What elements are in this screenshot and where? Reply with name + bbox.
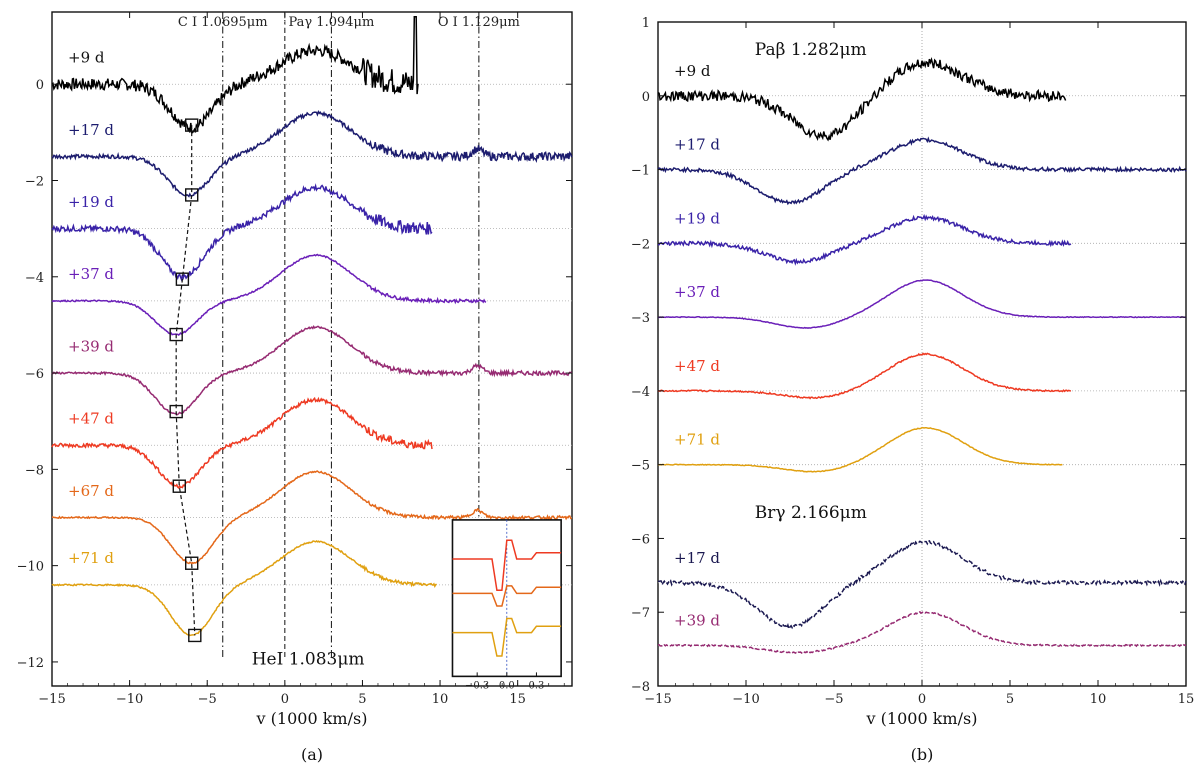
inset-line [452, 585, 562, 607]
spectrum-line-6[interactable] [658, 540, 1187, 631]
y-tick-label: −8 [25, 463, 44, 478]
series-label: +17 d [674, 549, 720, 567]
x-axis-label: v (1000 km/s) [866, 709, 978, 728]
series-label: +37 d [68, 265, 114, 283]
y-tick-label: −4 [631, 385, 650, 400]
y-tick-label: −2 [631, 237, 650, 252]
spectrum-line-5[interactable] [51, 396, 433, 490]
minimum-marker [169, 327, 183, 342]
series-label: +17 d [674, 136, 720, 154]
inset-tick-label: −0.3 [465, 680, 489, 691]
group-label: Paβ 1.282μm [755, 40, 867, 60]
y-tick-label: −1 [631, 164, 650, 179]
y-tick-label: −12 [17, 656, 44, 671]
series-label: +47 d [68, 410, 114, 428]
y-tick-label: 1 [642, 16, 650, 31]
series-label: +37 d [674, 283, 720, 301]
series-label: +71 d [68, 549, 114, 567]
inset-line [452, 617, 562, 657]
series-label: +19 d [674, 209, 720, 227]
spectrum-line-7[interactable] [51, 539, 437, 637]
minimum-marker [172, 479, 186, 493]
x-tick-label: 15 [509, 692, 526, 707]
spectrum-line-3[interactable] [657, 279, 1187, 330]
spectrum-line-6[interactable] [51, 470, 572, 565]
panel-a: C I 1.0695μm Paγ 1.094μm O I 1.129μm +9 d +1… [17, 11, 573, 764]
y-tick-label: −4 [25, 271, 44, 286]
series-label: +39 d [674, 612, 720, 630]
y-tick-label: −7 [631, 606, 650, 621]
minimum-marker [169, 404, 183, 419]
inset-tick-label: 0.0 [499, 680, 515, 691]
minimum-marker [185, 188, 199, 202]
spectrum-line-2[interactable] [657, 213, 1072, 266]
series-label: +9 d [674, 62, 711, 80]
y-tick-label: 0 [36, 78, 44, 93]
spectrum-line-4[interactable] [657, 352, 1072, 400]
series-label: +67 d [68, 482, 114, 500]
y-tick-label: −5 [631, 459, 650, 474]
series-label: +47 d [674, 357, 720, 375]
x-tick-label: 10 [432, 692, 449, 707]
plot-frame [51, 11, 573, 687]
spectrum-line-0[interactable] [51, 16, 419, 134]
x-tick-label: −5 [198, 692, 217, 707]
group-label: Brγ 2.166μm [755, 503, 867, 523]
main-line-label: HeI 1.083μm [252, 649, 365, 669]
line-marker-label: O I 1.129μm [438, 15, 520, 30]
y-tick-label: −6 [631, 532, 650, 547]
minimum-marker [185, 118, 199, 132]
x-tick-label: 5 [358, 692, 366, 707]
y-tick-label: −10 [17, 560, 44, 575]
spectrum-line-3[interactable] [51, 253, 487, 336]
x-tick-label: −10 [732, 692, 759, 707]
panel-caption: (b) [911, 745, 934, 764]
spectrum-line-7[interactable] [657, 610, 1187, 655]
line-marker-label: C I 1.0695μm [178, 15, 268, 30]
x-tick-label: −5 [824, 692, 843, 707]
y-tick-label: −3 [631, 311, 650, 326]
minimum-marker [175, 272, 190, 286]
spectrum-line-1[interactable] [657, 136, 1187, 206]
panel-caption: (a) [301, 745, 323, 764]
line-marker-label: Paγ 1.094μm [288, 15, 374, 30]
x-axis-label: v (1000 km/s) [256, 709, 368, 728]
spectrum-line-5[interactable] [657, 426, 1063, 473]
series-label: +71 d [674, 431, 720, 449]
x-tick-label: −15 [38, 692, 65, 707]
x-tick-label: 15 [1178, 692, 1195, 707]
spectrum-line-1[interactable] [51, 110, 573, 198]
minimum-marker [185, 556, 199, 570]
inset-tick-label: 0.3 [528, 680, 544, 691]
spectrum-line-4[interactable] [51, 324, 573, 416]
minimum-marker [188, 628, 202, 643]
series-label: +19 d [68, 193, 114, 211]
y-tick-label: −6 [25, 367, 44, 382]
minima-track-line [175, 125, 196, 636]
y-tick-label: 0 [642, 90, 650, 105]
spectrum-line-0[interactable] [657, 57, 1067, 142]
series-label: +17 d [68, 121, 114, 139]
y-tick-label: −2 [25, 175, 44, 190]
spectrum-line-2[interactable] [51, 183, 433, 283]
y-tick-label: −8 [631, 680, 650, 695]
series-label: +39 d [68, 337, 114, 355]
x-tick-label: 0 [281, 692, 289, 707]
x-tick-label: 5 [1006, 692, 1014, 707]
series-label: +9 d [68, 49, 105, 67]
x-tick-label: −15 [644, 692, 671, 707]
x-tick-label: −10 [116, 692, 143, 707]
x-tick-label: 0 [918, 692, 926, 707]
panel-b: +9 d +17 d +19 d +37 d +47 d +71 d +17 d +39 d −… [631, 16, 1194, 764]
x-tick-label: 10 [1090, 692, 1107, 707]
inset-line [452, 539, 562, 592]
